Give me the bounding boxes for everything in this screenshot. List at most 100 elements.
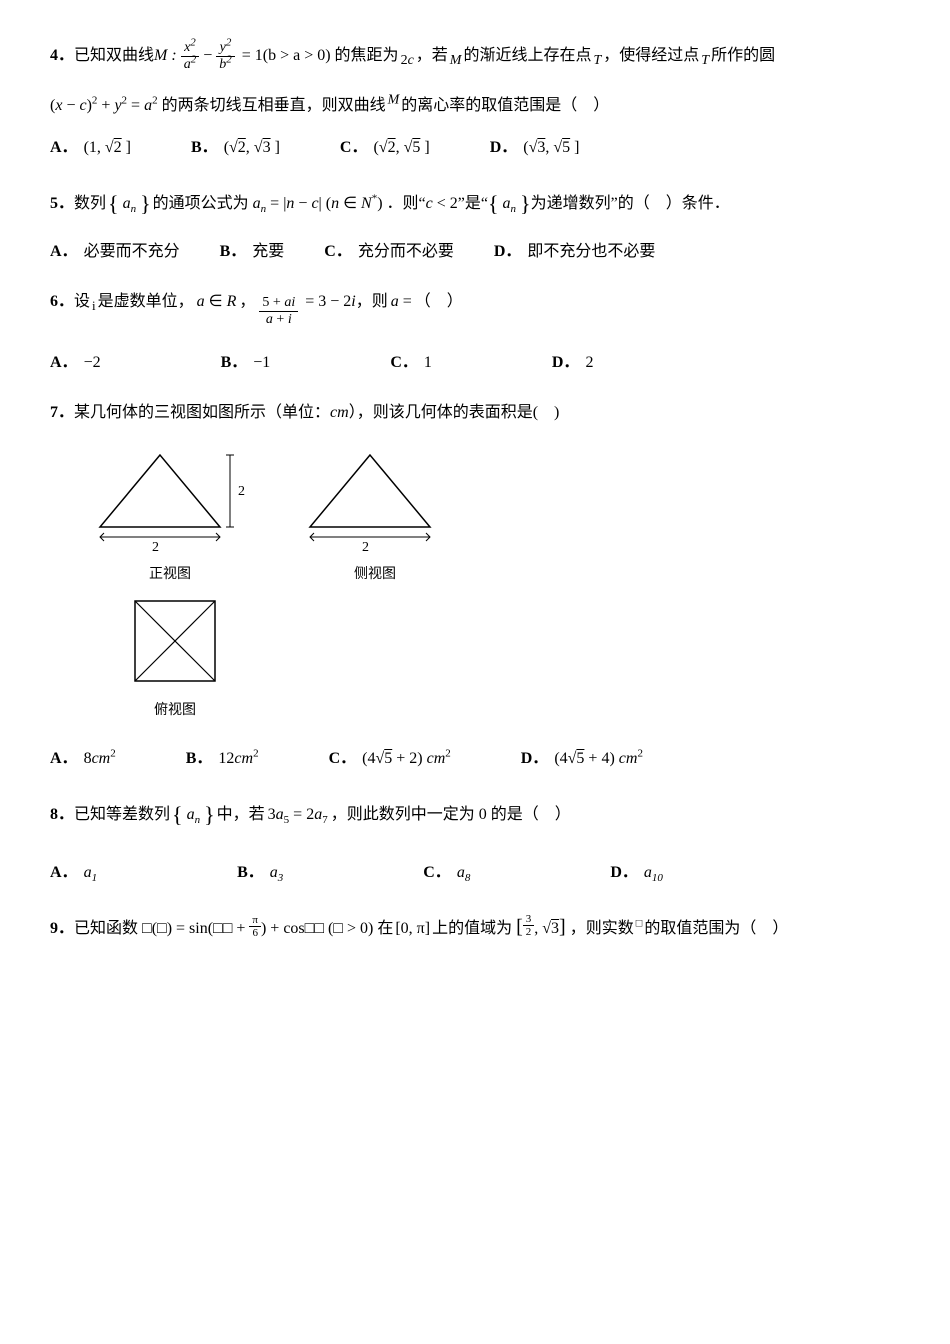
- label-A: A．: [50, 743, 78, 775]
- q4-T1: T: [593, 40, 601, 72]
- label-A: A．: [50, 857, 78, 889]
- q8-A: a1: [84, 857, 98, 889]
- front-label: 正视图: [149, 559, 191, 587]
- q7-unit: cm: [330, 397, 349, 429]
- q7-C: (4√5 + 2) cm2: [362, 743, 451, 775]
- q7-views: 2 2 正视图 2 侧视图: [90, 445, 900, 587]
- q5-A: 必要而不充分: [84, 236, 180, 268]
- q4-num: 4．: [50, 40, 74, 72]
- q8-seq: { an }: [172, 793, 215, 837]
- q6-frac-num: 5 + ai: [259, 295, 298, 311]
- q4-hyperbola: x2 a2 − y2 b2 = 1(b > a > 0): [181, 40, 331, 72]
- q5-prefix: 数列: [74, 188, 106, 220]
- q7-A: 8cm2: [84, 743, 116, 775]
- q6-B: −1: [253, 347, 270, 379]
- q5-mid1: 的通项公式为: [153, 188, 249, 220]
- q6-line: 6． 设 i 是虚数单位， a ∈ R ， 5 + ai a + i = 3 −…: [50, 286, 900, 327]
- q8-line: 8． 已知等差数列 { an } 中，若 3a5 = 2a7 ，则此数列中一定为…: [50, 793, 900, 837]
- q7-opt-B: B．12cm2: [186, 743, 259, 775]
- q5-mid2: ．则“: [387, 188, 426, 220]
- q8-C: a8: [457, 857, 471, 889]
- q4-b2: b2: [219, 57, 232, 72]
- q6-opt-A: A．−2: [50, 347, 101, 379]
- q8-prefix: 已知等差数列: [74, 799, 170, 831]
- q4-opt-C: C． (√2, √5 ]: [340, 132, 430, 164]
- q4-M: M: [450, 40, 462, 72]
- front-view: 2 2 正视图: [90, 445, 250, 587]
- question-9: 9． 已知函数 □(□) = sin(□□ + π6) + cos□□ (□ >…: [50, 907, 900, 947]
- top-view: 俯视图: [105, 591, 245, 723]
- q6-opt-C: C．1: [390, 347, 432, 379]
- q9-mid3: ，则实数: [570, 913, 634, 945]
- label-C: C．: [390, 347, 418, 379]
- q5-B: 充要: [252, 236, 284, 268]
- q4-M2: M: [388, 90, 400, 122]
- q4-mid1: 的焦距为: [335, 40, 399, 72]
- q4-mid4: ，使得经过点: [603, 40, 699, 72]
- label-B: B．: [221, 347, 248, 379]
- q8-mid2: ，则此数列中一定为 0 的是（ ）: [331, 799, 571, 831]
- q6-rhs: = 3 − 2i: [305, 286, 356, 318]
- q4-options: A． (1, √2 ] B． (√2, √3 ] C． (√2, √5 ] D．…: [50, 132, 900, 164]
- q4-A-val: (1, √2 ]: [84, 132, 131, 164]
- q6-options: A．−2 B．−1 C．1 D．2: [50, 347, 900, 379]
- q5-num: 5．: [50, 188, 74, 220]
- q6-prefix: 设: [74, 286, 90, 318]
- q4-B-val: (√2, √3 ]: [224, 132, 280, 164]
- q6-aeq: a =: [391, 286, 412, 318]
- q9-func: □(□) = sin(□□ + π6) + cos□□ (□ > 0): [142, 913, 373, 945]
- q6-aR: a ∈ R: [197, 286, 237, 318]
- q5-opt-B: B．充要: [220, 236, 285, 268]
- q8-num: 8．: [50, 799, 74, 831]
- front-triangle: [100, 455, 220, 527]
- label-C: C．: [340, 132, 368, 164]
- question-5: 5． 数列 { an } 的通项公式为 an = |n − c| (n ∈ N*…: [50, 182, 900, 268]
- q4-circle-eq: (x − c)2 + y2 = a2: [50, 90, 158, 122]
- label-A: A．: [50, 132, 78, 164]
- q8-B: a3: [270, 857, 284, 889]
- top-label: 俯视图: [154, 695, 196, 723]
- label-B: B．: [237, 857, 264, 889]
- q5-formula: an = |n − c| (n ∈ N*): [253, 188, 383, 220]
- q7-num: 7．: [50, 397, 74, 429]
- q7-D: (4√5 + 4) cm2: [554, 743, 643, 775]
- q9-mid2: 上的值域为: [432, 913, 512, 945]
- label-B: B．: [186, 743, 213, 775]
- q8-D: a10: [644, 857, 663, 889]
- q7-opt-D: D．(4√5 + 4) cm2: [521, 743, 643, 775]
- q6-mid2: ，: [239, 286, 255, 318]
- q6-A: −2: [84, 347, 101, 379]
- q6-num: 6．: [50, 286, 74, 318]
- q9-int2: [32, √3]: [516, 907, 566, 947]
- q4-frac-x: x2 a2: [181, 40, 200, 72]
- q4-M-label: M :: [154, 40, 177, 72]
- q4-mid7: 的离心率的取值范围是（ ）: [401, 90, 609, 122]
- q4-focal: 2c: [401, 40, 414, 72]
- label-D: D．: [521, 743, 549, 775]
- q5-options: A．必要而不充分 B．充要 C．充分而不必要 D．即不充分也不必要: [50, 236, 900, 268]
- q4-D-val: (√3, √5 ]: [523, 132, 579, 164]
- side-label: 侧视图: [354, 559, 396, 587]
- q8-eq: 3a5 = 2a7: [268, 799, 328, 831]
- q4-line2: (x − c)2 + y2 = a2 的两条切线互相垂直，则双曲线 M 的离心率…: [50, 90, 900, 122]
- q8-opt-D: D．a10: [610, 857, 663, 889]
- q6-mid1: 是虚数单位，: [98, 286, 194, 318]
- label-C: C．: [329, 743, 357, 775]
- front-w-label: 2: [152, 540, 159, 555]
- q6-i: i: [92, 286, 96, 318]
- q4-frac-y: y2 b2: [216, 40, 235, 72]
- side-view-svg: 2: [300, 445, 450, 555]
- q4-T2: T: [701, 40, 709, 72]
- question-4: 4． 已知双曲线 M : x2 a2 − y2 b2 = 1(b > a > 0…: [50, 40, 900, 164]
- label-B: B．: [191, 132, 218, 164]
- front-view-svg: 2 2: [90, 445, 250, 555]
- q7-text: 某几何体的三视图如图所示（单位：: [74, 397, 330, 429]
- q7-line: 7． 某几何体的三视图如图所示（单位： cm ），则该几何体的表面积是( ): [50, 397, 900, 429]
- q4-line1: 4． 已知双曲线 M : x2 a2 − y2 b2 = 1(b > a > 0…: [50, 40, 900, 72]
- q9-prefix: 已知函数: [74, 913, 138, 945]
- q4-mid3: 的渐近线上存在点: [463, 40, 591, 72]
- q7-B: 12cm2: [218, 743, 258, 775]
- q6-opt-B: B．−1: [221, 347, 271, 379]
- q4-mid6: 的两条切线互相垂直，则双曲线: [162, 90, 386, 122]
- q5-seq2: { an }: [488, 182, 531, 226]
